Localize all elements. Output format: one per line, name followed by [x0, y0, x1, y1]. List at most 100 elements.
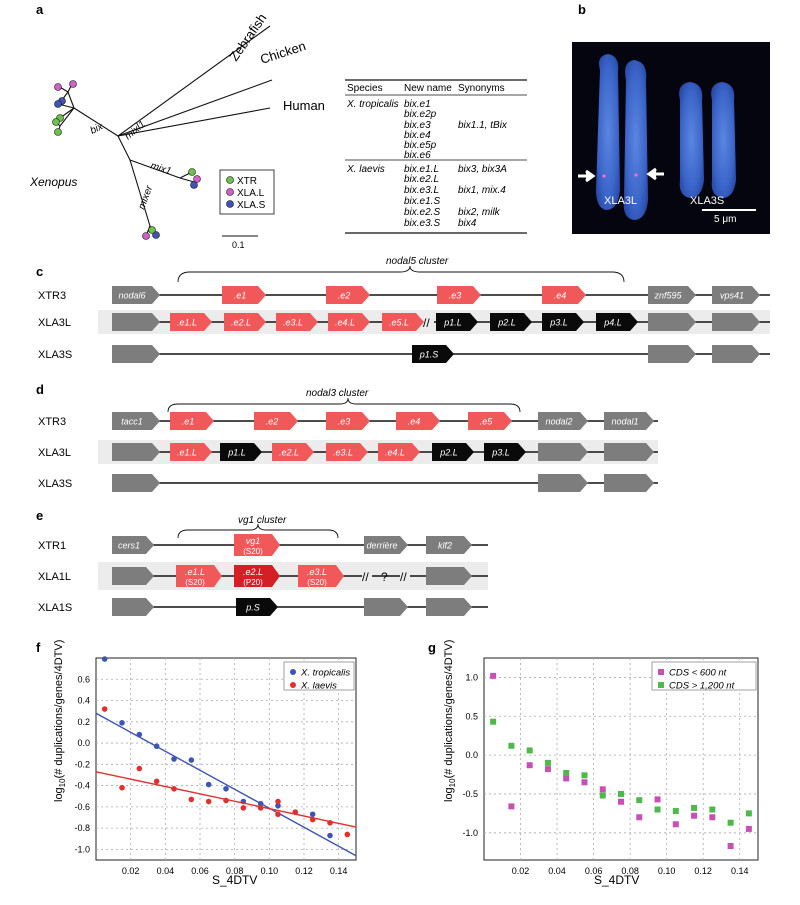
- xenopus-label: Xenopus: [29, 175, 77, 189]
- gene-arrow: .e1: [170, 412, 214, 430]
- data-point: [119, 720, 125, 726]
- cluster-brace-d: [167, 397, 521, 413]
- row-label: XTR1: [38, 540, 66, 552]
- data-point: [691, 812, 698, 819]
- x-tick-label: 0.10: [658, 866, 676, 876]
- y-tick-label: -0.8: [74, 823, 90, 833]
- chart-legend: [651, 661, 757, 691]
- cluster-brace-c: [177, 265, 625, 283]
- gene-arrow: p2.L: [432, 443, 474, 461]
- gene-label: tacc1: [121, 417, 143, 427]
- data-point: [745, 810, 752, 817]
- row-label: XLA1S: [38, 602, 72, 614]
- legend-label: CDS > 1,200 nt: [669, 681, 735, 692]
- data-point: [344, 831, 351, 838]
- gene-label: p3.L: [549, 318, 568, 328]
- gene-label: .e2: [266, 417, 279, 427]
- table-cell: bix1, mix.4: [458, 185, 506, 196]
- x-tick-label: 0.08: [226, 866, 244, 876]
- gene-label: .e3: [449, 291, 462, 301]
- data-point: [136, 765, 143, 772]
- plot-area: [95, 657, 357, 861]
- gene-arrow: [112, 474, 160, 492]
- gene-arrow: .e1.L: [170, 443, 212, 461]
- table-cell: bix.e1: [404, 99, 431, 110]
- data-point: [101, 706, 108, 712]
- legend-xla-l: XLA.L: [237, 188, 265, 199]
- gene-arrow: nodal2: [538, 412, 588, 430]
- data-point: [544, 759, 551, 766]
- gene-label: vg1: [246, 536, 261, 546]
- data-point: [672, 808, 679, 815]
- species-chicken: Chicken: [258, 38, 307, 67]
- clade-mix1: mix1: [149, 160, 172, 177]
- gene-label: .e3.L: [283, 318, 303, 328]
- break-mark: //: [400, 570, 407, 584]
- data-point: [153, 778, 160, 785]
- gene-arrow: p1.L: [220, 443, 262, 461]
- data-point: [292, 809, 299, 815]
- gene-arrow: p.S: [236, 598, 278, 616]
- data-point: [636, 797, 643, 804]
- gene-arrow: .e1: [222, 286, 266, 304]
- panel-label-g: g: [428, 640, 436, 655]
- y-tick-label: 0.5: [465, 711, 478, 721]
- clade-mixl1: mixl1: [123, 119, 148, 142]
- gene-arrow: .e2: [326, 286, 370, 304]
- gene-label: .e4: [554, 291, 567, 301]
- data-point: [563, 775, 570, 782]
- y-tick-label: -0.5: [462, 789, 478, 799]
- table-cell: bix.e5p: [404, 140, 437, 151]
- break-mark: //: [423, 316, 430, 330]
- gene-arrow: .e4: [542, 286, 586, 304]
- gene-arrow: [112, 567, 154, 585]
- chromosomes: [596, 54, 736, 220]
- gene-sublabel: (P20): [243, 578, 263, 587]
- panel-label-c: c: [36, 264, 43, 279]
- gene-label: .e3: [338, 417, 351, 427]
- legend-xla-s: XLA.S: [237, 200, 266, 211]
- cluster-brace-e: [177, 523, 339, 539]
- panel-label-e: e: [36, 508, 43, 523]
- gene-arrow: [604, 474, 654, 492]
- data-point: [508, 803, 515, 810]
- gene-arrow: p1.S: [412, 345, 454, 363]
- table-cell: bix.e4: [404, 130, 431, 141]
- gene-arrow: .e4: [396, 412, 440, 430]
- gene-label: p1.L: [227, 448, 246, 458]
- gene-track-d: tacc1 .e1 .e2 .e3 .e4 .e5 nodal2 nodal1 .e1.L p1.…: [112, 412, 654, 492]
- legend-label: X. laevis: [300, 681, 337, 692]
- gene-label: vps41: [720, 291, 744, 301]
- data-point: [599, 792, 606, 799]
- y-tick-label: 1.0: [465, 672, 478, 682]
- gene-label: .e3.L: [307, 567, 327, 577]
- gene-arrow: vg1(S20): [234, 534, 280, 556]
- table-cell: bix.e2.S: [404, 207, 440, 218]
- gene-label: p1.L: [443, 318, 462, 328]
- legend-marker: [290, 669, 296, 675]
- data-point: [563, 769, 570, 776]
- legend-marker: [658, 682, 664, 688]
- gene-label: .e4: [408, 417, 421, 427]
- gene-label: p3.L: [491, 448, 510, 458]
- panel-label-b: b: [578, 2, 586, 17]
- plot-area: [483, 657, 759, 861]
- row-label: XLA3S: [38, 349, 72, 361]
- gene-arrow: [112, 598, 154, 616]
- gene-label: p4.L: [603, 318, 622, 328]
- y-tick-label: -1.0: [74, 844, 90, 854]
- gene-label: nodal6: [118, 291, 145, 301]
- gene-label: .e4.L: [385, 448, 405, 458]
- data-point: [275, 802, 281, 809]
- data-point: [309, 816, 316, 823]
- row-label: XLA3L: [38, 447, 71, 459]
- clade-bix: bix: [89, 121, 106, 137]
- gene-label: .e1.L: [177, 448, 197, 458]
- data-point: [727, 819, 734, 826]
- micrograph-scale-label: 5 μm: [714, 214, 736, 225]
- panel-label-a: a: [36, 2, 44, 17]
- table-header-newname: New name: [404, 83, 452, 94]
- data-point: [672, 821, 679, 828]
- gene-label: p2.L: [439, 448, 458, 458]
